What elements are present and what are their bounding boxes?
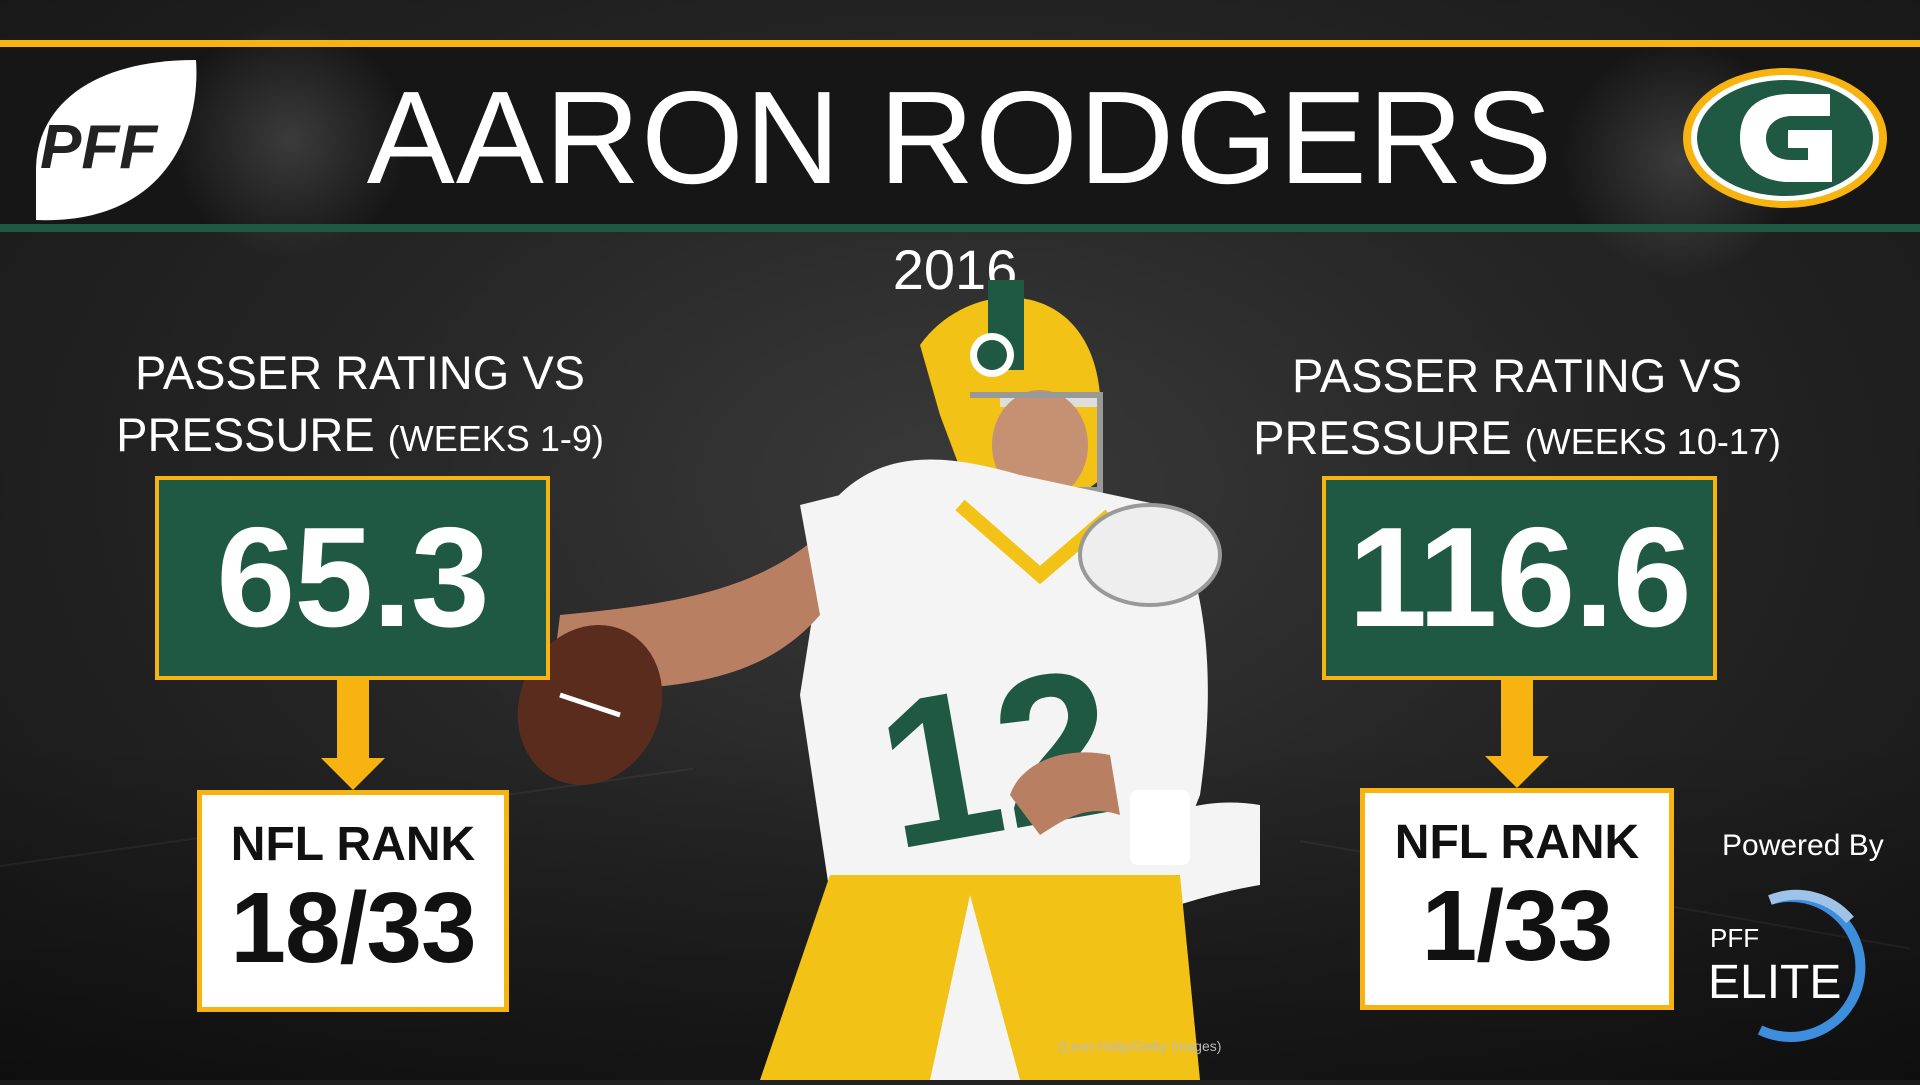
pff-elite-logo: PFF ELITE xyxy=(1700,880,1890,1050)
pff-logo-text: PFF xyxy=(40,113,159,182)
player-name-title: AARON RODGERS xyxy=(366,64,1554,211)
left-arrow-stem xyxy=(337,680,369,760)
right-rank-value: 1/33 xyxy=(1421,870,1614,982)
header-band xyxy=(0,47,1920,224)
left-arrow-down-icon xyxy=(321,758,385,790)
left-rank-box: NFL RANK 18/33 xyxy=(197,790,509,1012)
left-label-line1: PASSER RATING VS xyxy=(134,346,586,399)
right-value-box: 116.6 xyxy=(1322,476,1717,680)
right-label-line2-wrap: PRESSURE (WEEKS 10-17) xyxy=(1237,407,1797,473)
packers-g-logo-icon xyxy=(1680,66,1890,211)
elite-big-text: ELITE xyxy=(1708,956,1841,1009)
elite-small-text: PFF xyxy=(1710,923,1759,953)
crowd-light xyxy=(170,20,410,260)
right-label-line1: PASSER RATING VS xyxy=(1291,349,1743,402)
right-label-period: (WEEKS 10-17) xyxy=(1524,421,1781,462)
left-rank-value: 18/33 xyxy=(230,872,476,984)
right-rank-label: NFL RANK xyxy=(1394,816,1640,869)
right-passer-rating-value: 116.6 xyxy=(1348,498,1692,657)
player-photo: 12 xyxy=(500,275,1360,1080)
left-passer-rating-value: 65.3 xyxy=(216,498,489,657)
photo-credit: (Leon Halip/Getty Images) xyxy=(1058,1038,1222,1054)
right-label-line2: PRESSURE xyxy=(1253,411,1512,464)
left-label-line2: PRESSURE xyxy=(116,408,375,461)
right-arrow-down-icon xyxy=(1485,756,1549,788)
right-rank-box: NFL RANK 1/33 xyxy=(1360,788,1674,1010)
header-green-stripe xyxy=(0,224,1920,232)
left-stat-label: PASSER RATING VS PRESSURE (WEEKS 1-9) xyxy=(80,342,640,470)
right-stat-label: PASSER RATING VS PRESSURE (WEEKS 10-17) xyxy=(1237,345,1797,473)
top-gold-stripe xyxy=(0,40,1920,47)
left-label-period: (WEEKS 1-9) xyxy=(387,418,604,459)
left-label-line2-wrap: PRESSURE (WEEKS 1-9) xyxy=(80,404,640,470)
left-value-box: 65.3 xyxy=(155,476,550,680)
right-arrow-stem xyxy=(1501,680,1533,758)
pff-logo: PFF xyxy=(26,50,201,225)
left-rank-label: NFL RANK xyxy=(230,818,476,871)
powered-by-text: Powered By xyxy=(1722,829,1884,862)
